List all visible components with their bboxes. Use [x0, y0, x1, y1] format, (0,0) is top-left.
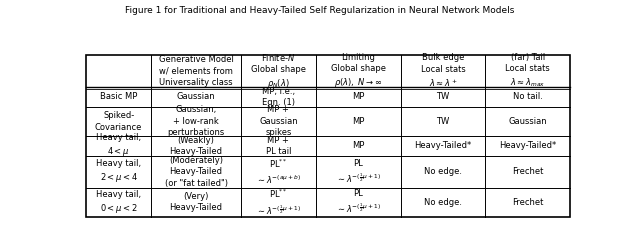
Text: No edge.: No edge. [424, 167, 462, 176]
Text: (far) Tail
Local stats
$\lambda\approx\lambda_{max}$: (far) Tail Local stats $\lambda\approx\l… [506, 53, 550, 89]
Text: Figure 1 for Traditional and Heavy-Tailed Self Regularization in Neural Network : Figure 1 for Traditional and Heavy-Taile… [125, 6, 515, 15]
Text: Gaussian: Gaussian [508, 117, 547, 126]
Text: PL$^{**}$
$\sim\lambda^{-(a\mu+b)}$: PL$^{**}$ $\sim\lambda^{-(a\mu+b)}$ [256, 158, 301, 186]
Text: PL$^{**}$
$\sim\lambda^{-(\frac{1}{2}\mu+1)}$: PL$^{**}$ $\sim\lambda^{-(\frac{1}{2}\mu… [256, 187, 301, 217]
Text: Bulk edge
Local stats
$\lambda\approx\lambda^+$: Bulk edge Local stats $\lambda\approx\la… [420, 53, 465, 89]
Text: (Very)
Heavy-Tailed: (Very) Heavy-Tailed [170, 192, 223, 212]
Text: (Moderately)
Heavy-Tailed
(or "fat tailed"): (Moderately) Heavy-Tailed (or "fat taile… [164, 156, 228, 188]
Text: No edge.: No edge. [424, 198, 462, 207]
Text: Heavy tail,
$2<\mu<4$: Heavy tail, $2<\mu<4$ [96, 159, 141, 184]
Text: Gaussian,
+ low-rank
perturbations: Gaussian, + low-rank perturbations [168, 106, 225, 137]
Text: TW: TW [436, 117, 449, 126]
Text: Heavy-Tailed*: Heavy-Tailed* [499, 141, 556, 150]
Text: Basic MP: Basic MP [100, 92, 138, 101]
Text: Heavy tail,
$0<\mu<2$: Heavy tail, $0<\mu<2$ [96, 190, 141, 215]
Text: MP: MP [352, 117, 364, 126]
Text: PL
$\sim\lambda^{-(\frac{1}{2}\mu+1)}$: PL $\sim\lambda^{-(\frac{1}{2}\mu+1)}$ [336, 158, 381, 185]
Text: TW: TW [436, 92, 449, 101]
Text: Frechet: Frechet [512, 198, 543, 207]
Text: MP +
PL tail: MP + PL tail [266, 136, 291, 156]
Text: Frechet: Frechet [512, 167, 543, 176]
Text: Spiked-
Covariance: Spiked- Covariance [95, 111, 142, 132]
Text: Limiting
Global shape
$\rho(\lambda),\ N\rightarrow\infty$: Limiting Global shape $\rho(\lambda),\ N… [331, 52, 386, 89]
Text: Heavy tail,
$4<\mu$: Heavy tail, $4<\mu$ [96, 133, 141, 158]
Text: MP +
Gaussian
spikes: MP + Gaussian spikes [259, 106, 298, 137]
Text: (Weakly)
Heavy-Tailed: (Weakly) Heavy-Tailed [170, 136, 223, 156]
Text: Heavy-Tailed*: Heavy-Tailed* [414, 141, 472, 150]
Text: Gaussian: Gaussian [177, 92, 216, 101]
Text: Generative Model
w/ elements from
Universality class: Generative Model w/ elements from Univer… [159, 55, 234, 87]
Text: MP: MP [352, 92, 364, 101]
Text: No tail.: No tail. [513, 92, 543, 101]
Text: PL
$\sim\lambda^{-(\frac{1}{2}\mu+1)}$: PL $\sim\lambda^{-(\frac{1}{2}\mu+1)}$ [336, 189, 381, 216]
Text: Finite-$N$
Global shape
$\rho_N(\lambda)$: Finite-$N$ Global shape $\rho_N(\lambda)… [251, 52, 306, 90]
Text: MP: MP [352, 141, 364, 150]
Text: MP, i.e.,
Eqn. (1): MP, i.e., Eqn. (1) [262, 86, 295, 107]
